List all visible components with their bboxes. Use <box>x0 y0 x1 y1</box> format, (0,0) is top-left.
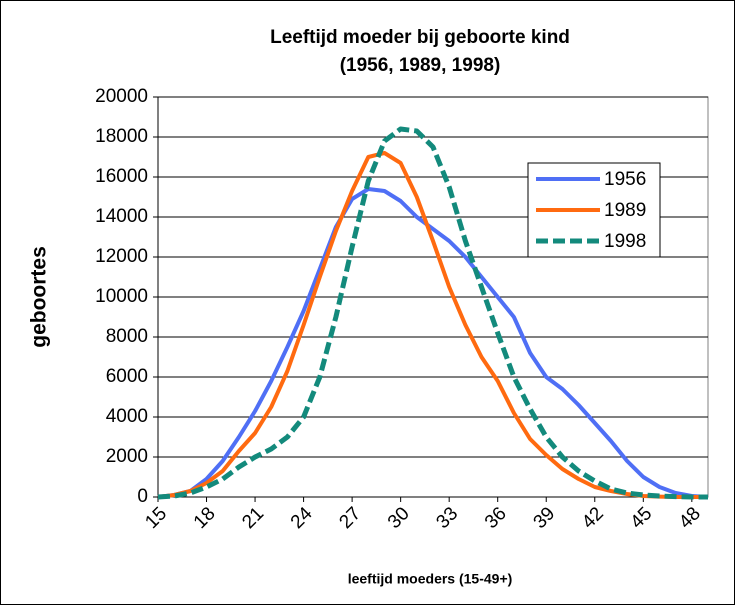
y-tick-label: 14000 <box>95 206 148 227</box>
y-tick-label: 12000 <box>95 246 148 267</box>
legend-label: 1989 <box>604 200 646 221</box>
chart-title: Leeftijd moeder bij geboorte kind <box>270 27 570 48</box>
y-tick-label: 18000 <box>95 126 148 147</box>
chart-subtitle: (1956, 1989, 1998) <box>340 55 501 76</box>
y-tick-label: 4000 <box>106 406 148 427</box>
line-series <box>157 126 708 500</box>
x-axis-label: leeftijd moeders (15-49+) <box>348 571 513 587</box>
y-axis-label: geboortes <box>28 246 51 348</box>
y-tick-label: 16000 <box>95 166 148 187</box>
y-tick-label: 2000 <box>106 446 148 467</box>
legend-label: 1998 <box>604 231 646 252</box>
y-tick-label: 20000 <box>95 86 148 107</box>
y-tick-label: 0 <box>137 486 148 507</box>
y-tick-label: 10000 <box>95 286 148 307</box>
y-tick-label: 8000 <box>106 326 148 347</box>
legend-label: 1956 <box>604 169 646 190</box>
line-series <box>157 187 709 499</box>
y-tick-label: 6000 <box>106 366 148 387</box>
